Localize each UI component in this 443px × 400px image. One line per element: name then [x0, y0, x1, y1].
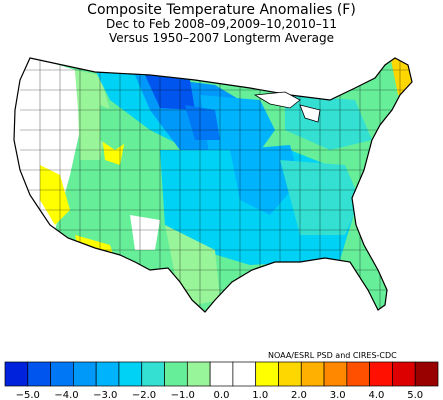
legend-swatch	[392, 361, 416, 387]
legend-swatch	[4, 361, 29, 387]
legend-swatch	[27, 361, 51, 387]
us-outline	[13, 57, 413, 313]
legend-swatch	[95, 361, 120, 387]
legend-swatch	[369, 361, 393, 387]
legend-swatch	[164, 361, 188, 387]
legend-swatch	[278, 361, 302, 387]
legend-swatch	[118, 361, 143, 387]
legend-tick-label: −2.0	[132, 390, 156, 400]
legend-tick-label: −1.0	[171, 390, 195, 400]
region-fill-minnesota-core	[185, 105, 220, 140]
region-fill-texas-south	[165, 225, 220, 305]
legend-swatch	[209, 361, 234, 387]
legend-swatch	[186, 361, 211, 387]
region-fill-northern-maine	[390, 58, 412, 95]
legend-tick-label: −4.0	[54, 390, 78, 400]
map-subtitle-period: Dec to Feb 2008–09,2009–10,2010–11	[105, 17, 337, 31]
legend-tick-label: 3.0	[330, 390, 346, 400]
legend-tick-label: 0.0	[214, 390, 230, 400]
legend-swatch	[141, 361, 165, 387]
legend-swatch	[255, 361, 279, 387]
legend-swatch	[323, 361, 348, 387]
legend-tick-label: −3.0	[93, 390, 117, 400]
map-subtitle-baseline: Versus 1950–2007 Longterm Average	[108, 31, 335, 45]
map-title: Composite Temperature Anomalies (F)	[87, 2, 356, 18]
division-boundaries	[20, 58, 412, 312]
legend-swatch	[50, 361, 74, 387]
credit-text: NOAA/ESRL PSD and CIRES-CDC	[268, 351, 397, 360]
region-fill-north-dakota-core	[145, 75, 195, 110]
legend-tick-label: −5.0	[16, 390, 40, 400]
legend-swatch	[73, 361, 97, 387]
great-lakes-water	[253, 91, 301, 109]
legend-swatch	[300, 361, 325, 387]
legend-tick-label: 2.0	[291, 390, 307, 400]
legend-tick-label: 5.0	[407, 390, 423, 400]
region-fill-wyoming	[100, 105, 130, 150]
legend-tick-label: 4.0	[369, 390, 385, 400]
legend-swatch	[232, 361, 257, 387]
lake-michigan-water	[299, 104, 321, 123]
legend-swatch	[414, 361, 439, 387]
legend-tick-label: 1.0	[252, 390, 268, 400]
region-fill-new-mexico	[130, 215, 160, 250]
legend-swatch	[346, 361, 370, 387]
